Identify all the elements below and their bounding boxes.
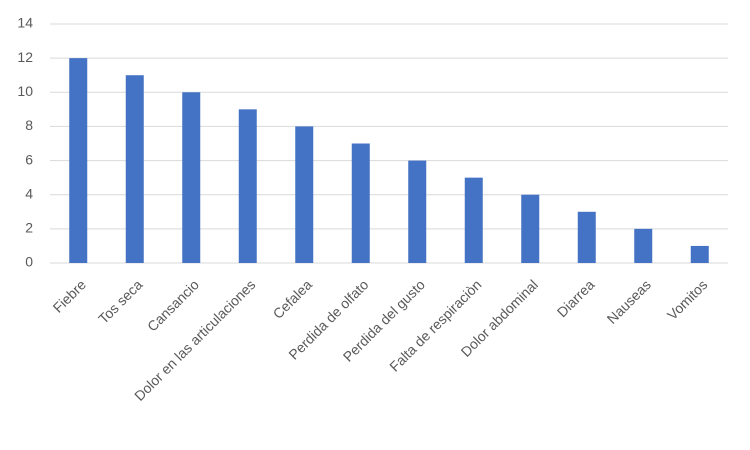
bar bbox=[464, 177, 483, 263]
y-tick-label: 10 bbox=[17, 83, 33, 99]
x-tick-label: Tos seca bbox=[95, 276, 146, 327]
x-tick-label: Diarrea bbox=[554, 276, 598, 320]
bar bbox=[182, 92, 201, 264]
y-tick-label: 4 bbox=[25, 185, 33, 201]
bar bbox=[125, 75, 144, 263]
x-tick-label: Cansancio bbox=[144, 276, 202, 334]
bar bbox=[69, 58, 88, 264]
x-tick-label: Fiebre bbox=[50, 276, 90, 316]
x-tick-label: Dolor en las articulaciones bbox=[131, 276, 258, 403]
y-tick-label: 2 bbox=[25, 220, 33, 236]
bar bbox=[521, 194, 540, 263]
bar bbox=[238, 109, 257, 263]
y-tick-label: 8 bbox=[25, 117, 33, 133]
x-tick-label: Cefalea bbox=[270, 276, 316, 322]
y-tick-label: 14 bbox=[17, 15, 33, 31]
y-tick-label: 12 bbox=[17, 49, 33, 65]
bar bbox=[577, 211, 596, 263]
bar bbox=[351, 143, 370, 263]
bar bbox=[690, 245, 709, 263]
y-tick-label: 6 bbox=[25, 151, 33, 167]
bar bbox=[634, 228, 653, 263]
x-tick-label: Nauseas bbox=[604, 276, 654, 326]
x-tick-label: Vomitos bbox=[664, 276, 711, 323]
bar bbox=[408, 160, 427, 263]
bar bbox=[295, 126, 314, 263]
y-tick-label: 0 bbox=[25, 254, 33, 270]
